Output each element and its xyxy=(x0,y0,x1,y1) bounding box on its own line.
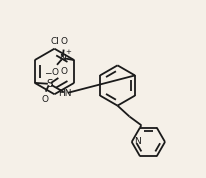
Text: O: O xyxy=(60,37,67,46)
Text: +: + xyxy=(65,49,71,55)
Text: HN: HN xyxy=(58,89,72,98)
Text: O: O xyxy=(41,95,48,104)
Text: O: O xyxy=(61,67,68,76)
Text: N: N xyxy=(133,137,140,146)
Text: O: O xyxy=(52,68,59,77)
Text: −: − xyxy=(44,68,52,77)
Text: S: S xyxy=(46,79,53,89)
Text: N: N xyxy=(59,54,66,63)
Text: Cl: Cl xyxy=(51,37,60,46)
